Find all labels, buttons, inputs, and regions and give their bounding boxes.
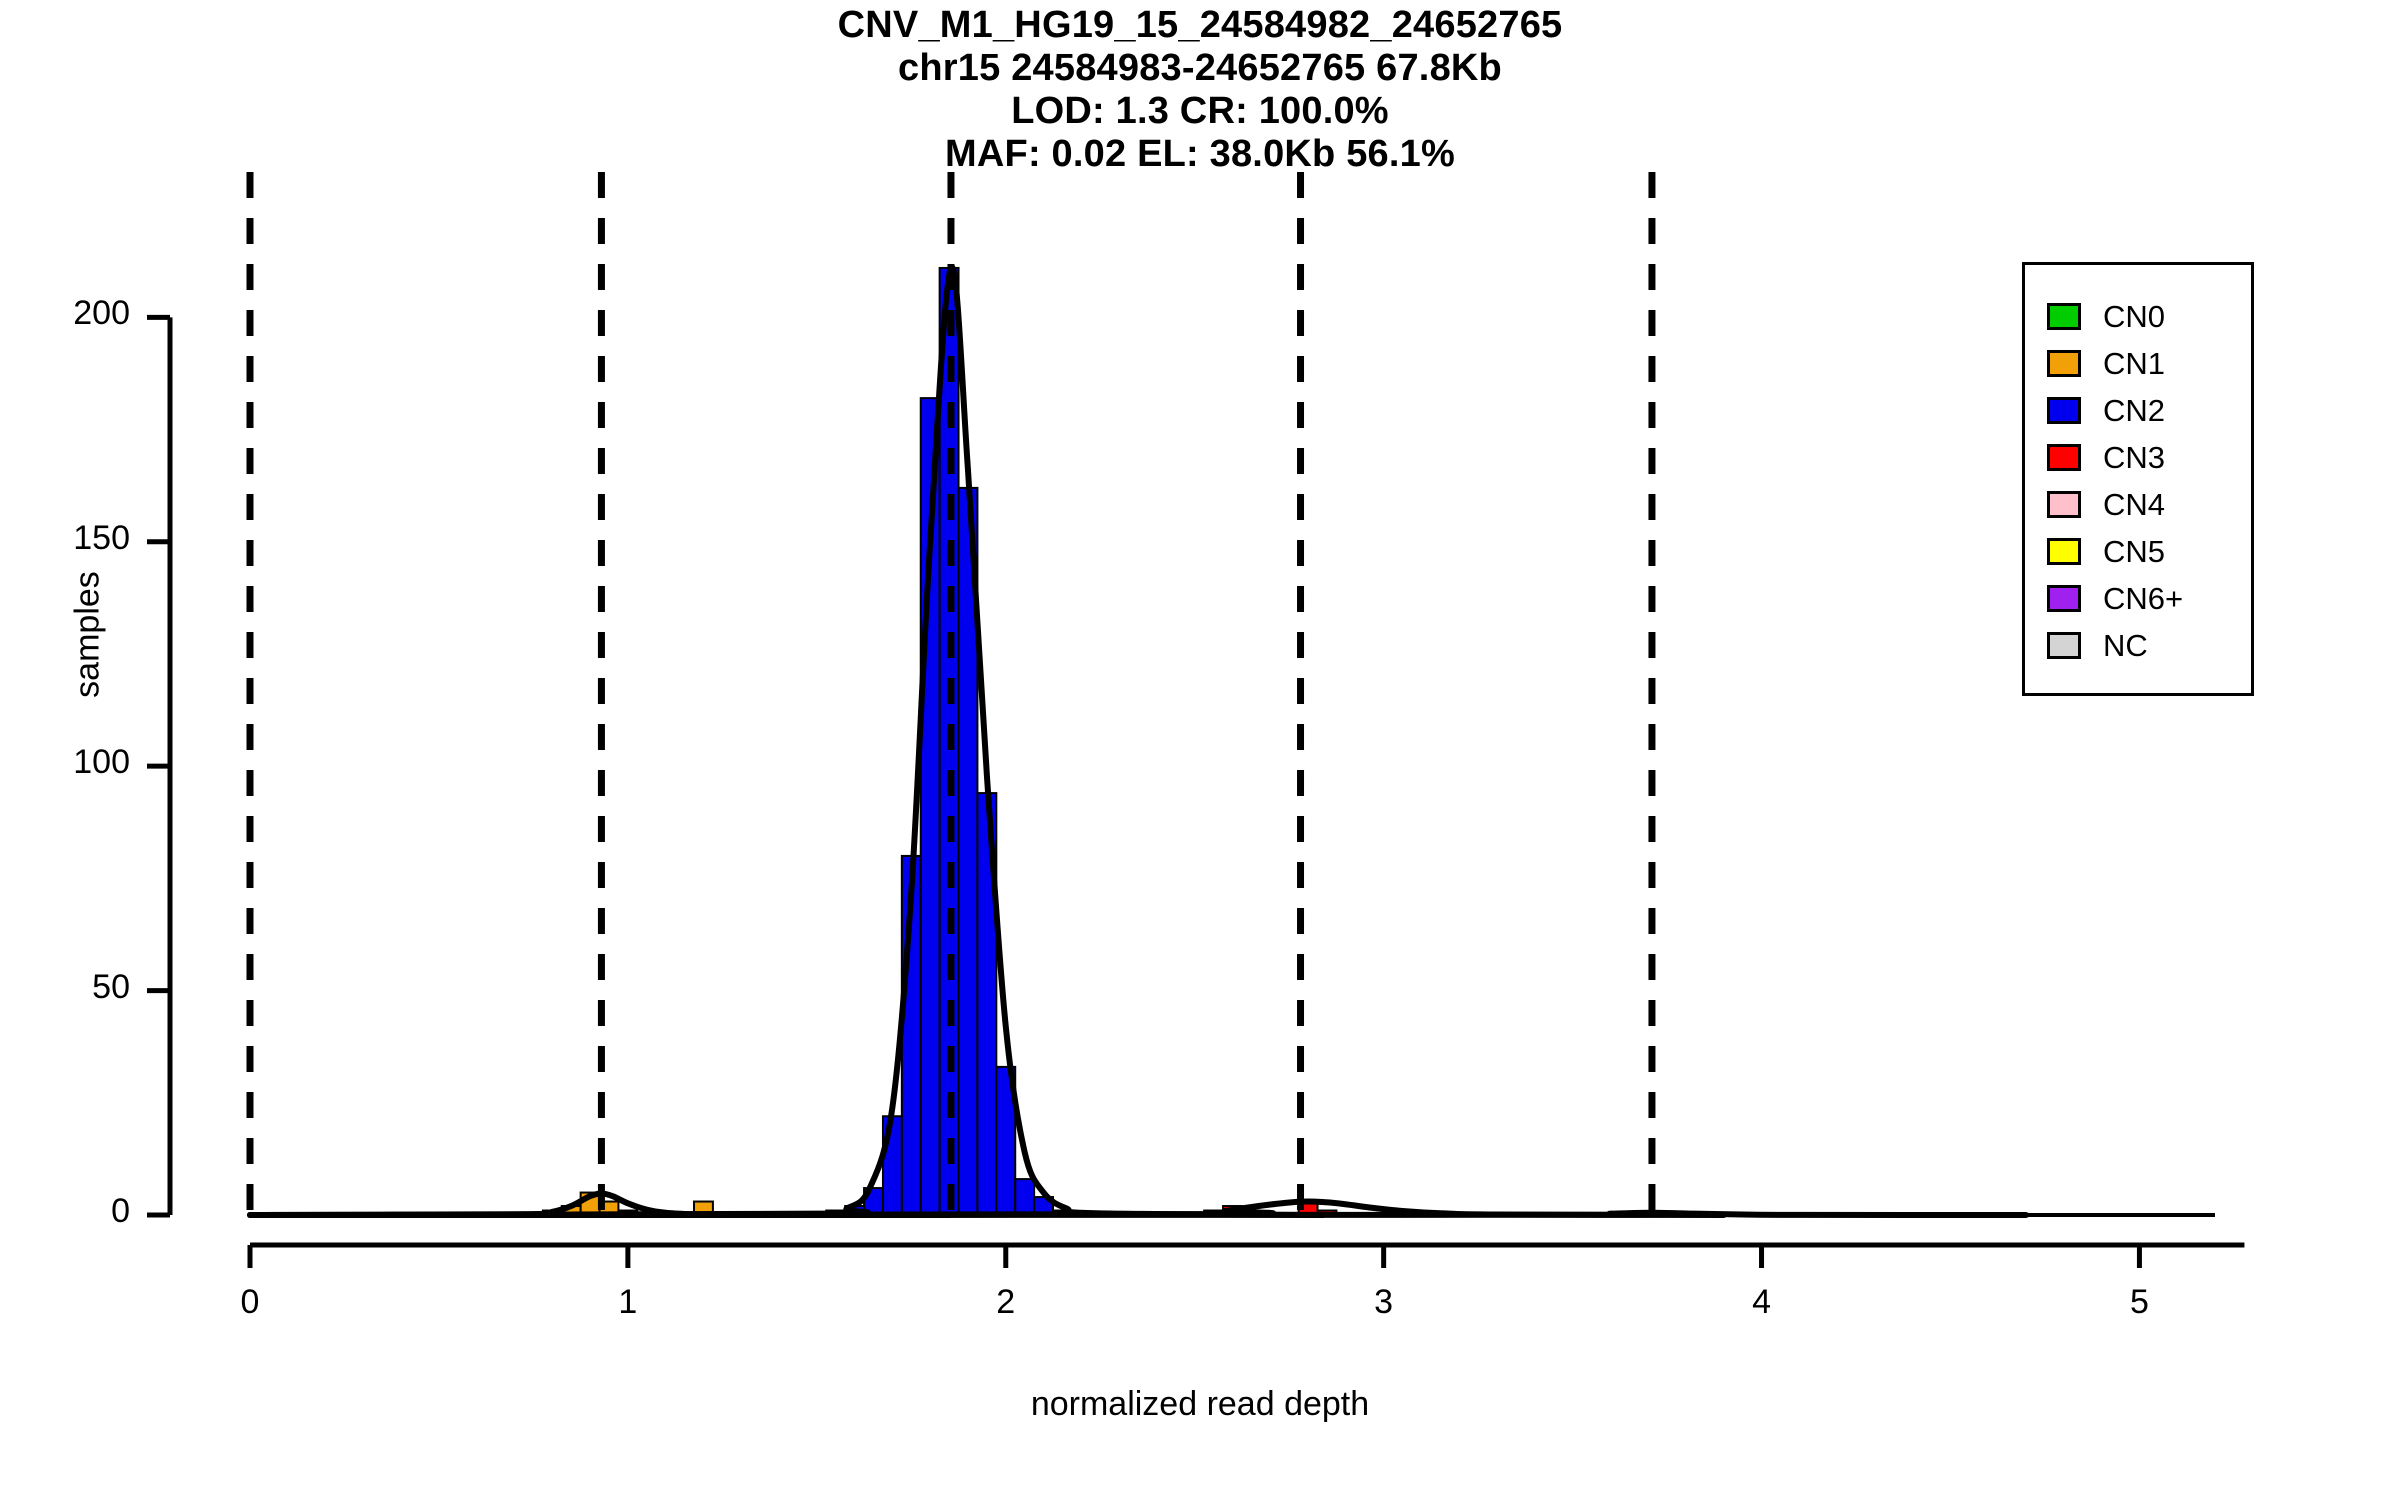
legend-item-cn1[interactable]: CN1 — [2047, 340, 2251, 387]
y-tick-label: 50 — [92, 967, 130, 1006]
legend-item-cn0[interactable]: CN0 — [2047, 293, 2251, 340]
density-curve — [247, 264, 1327, 1218]
title-line-4: MAF: 0.02 EL: 38.0Kb 56.1% — [945, 133, 1455, 175]
legend-label: CN5 — [2103, 534, 2166, 569]
legend-item-cn6plus[interactable]: CN6+ — [2047, 575, 2251, 622]
legend-label: CN6+ — [2103, 581, 2184, 616]
y-tick-label: 200 — [73, 294, 130, 333]
x-axis-label: normalized read depth — [1030, 1385, 1370, 1423]
legend-item-cn5[interactable]: CN5 — [2047, 528, 2251, 575]
x-tick-label: 4 — [1752, 1283, 1771, 1321]
title-line-1: CNV_M1_HG19_15_24584982_24652765 — [837, 4, 1563, 46]
title-line-3: LOD: 1.3 CR: 100.0% — [1011, 90, 1389, 132]
legend-swatch-icon — [2047, 350, 2081, 377]
legend-swatch-icon — [2047, 444, 2081, 471]
x-tick-label: 0 — [240, 1283, 260, 1321]
legend-swatch-icon — [2047, 538, 2081, 565]
legend-swatch-icon — [2047, 303, 2081, 330]
y-tick-label: 100 — [73, 743, 130, 782]
legend-label: CN2 — [2103, 393, 2166, 428]
legend-item-cn3[interactable]: CN3 — [2047, 434, 2251, 481]
legend-label: CN1 — [2103, 346, 2166, 381]
legend-swatch-icon — [2047, 585, 2081, 612]
legend-label: NC — [2103, 628, 2148, 663]
legend-item-nc[interactable]: NC — [2047, 622, 2251, 669]
legend-label: CN0 — [2103, 299, 2166, 334]
legend-swatch-icon — [2047, 632, 2081, 659]
x-tick-label: 1 — [618, 1283, 638, 1321]
figure-title: CNV_M1_HG19_15_24584982_24652765 chr15 2… — [0, 4, 2400, 176]
legend-item-cn2[interactable]: CN2 — [2047, 387, 2251, 434]
dashed-reference-lines-group — [246, 172, 1656, 1215]
title-line-2: chr15 24584983-24652765 67.8Kb — [898, 47, 1502, 89]
y-tick-label: 0 — [111, 1192, 130, 1230]
legend-label: CN4 — [2103, 487, 2166, 522]
y-tick-label: 150 — [73, 518, 130, 557]
x-tick-label: 5 — [2129, 1283, 2149, 1321]
legend-item-cn4[interactable]: CN4 — [2047, 481, 2251, 528]
legend-swatch-icon — [2047, 397, 2081, 424]
x-tick-label: 2 — [996, 1283, 1016, 1321]
legend-label: CN3 — [2103, 440, 2166, 475]
density-curves-group — [247, 264, 2215, 1218]
legend-swatch-icon — [2047, 491, 2081, 518]
legend-box: CN0 CN1 CN2 CN3 CN4 CN5 CN6+ NC — [2022, 262, 2254, 696]
axes-group — [147, 314, 2245, 1268]
histogram-bar — [1014, 1178, 1036, 1216]
x-tick-label: 3 — [1374, 1283, 1394, 1321]
